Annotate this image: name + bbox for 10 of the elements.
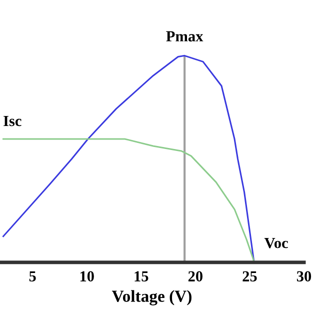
x-tick-label: 5 (29, 271, 36, 282)
x-tick-label: 20 (188, 271, 202, 282)
annotation: Voc (264, 238, 288, 248)
x-tick-label: 10 (80, 271, 94, 282)
x-tick-label: 15 (134, 271, 148, 282)
x-tick-label: 30 (296, 271, 312, 282)
x-tick-label: 25 (242, 271, 257, 282)
annotation: Pmax (166, 31, 204, 42)
annotation: Isc (4, 116, 22, 126)
x-axis-title: Voltage (V) (112, 290, 192, 306)
